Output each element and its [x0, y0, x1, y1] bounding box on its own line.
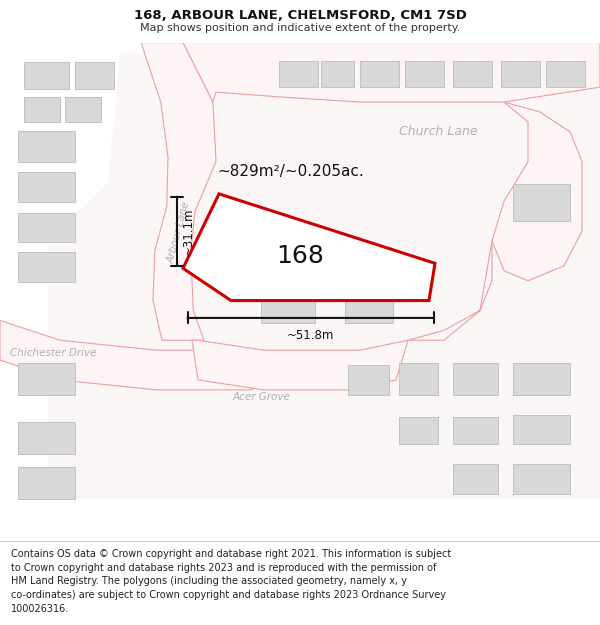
Polygon shape [408, 241, 492, 340]
Bar [261, 232, 302, 258]
Bar [405, 61, 444, 87]
Text: Arbour Lane: Arbour Lane [166, 200, 192, 264]
Bar [24, 62, 69, 89]
Text: 168, ARBOUR LANE, CHELMSFORD, CM1 7SD: 168, ARBOUR LANE, CHELMSFORD, CM1 7SD [134, 9, 466, 22]
Text: ~31.1m: ~31.1m [182, 208, 195, 255]
Bar [18, 422, 75, 454]
Polygon shape [48, 52, 600, 499]
Bar [453, 362, 498, 395]
Text: Church Lane: Church Lane [398, 126, 478, 138]
Bar [453, 61, 492, 87]
Text: Map shows position and indicative extent of the property.: Map shows position and indicative extent… [140, 23, 460, 33]
Bar [399, 362, 438, 395]
Bar [279, 61, 318, 87]
Bar [75, 62, 114, 89]
Bar [513, 184, 570, 221]
Text: Acer Grove: Acer Grove [232, 392, 290, 402]
Polygon shape [141, 42, 216, 340]
Polygon shape [0, 321, 264, 390]
Bar [546, 61, 585, 87]
Bar [513, 362, 570, 395]
Bar [501, 61, 540, 87]
Bar [513, 464, 570, 494]
Bar [18, 467, 75, 499]
Bar [513, 415, 570, 444]
Text: Chichester Drive: Chichester Drive [10, 348, 96, 358]
Bar [18, 171, 75, 202]
Bar [348, 365, 389, 395]
Bar [18, 213, 75, 242]
Bar [261, 299, 315, 323]
Bar [360, 61, 399, 87]
Bar [24, 97, 60, 122]
Polygon shape [141, 42, 600, 102]
Bar [453, 464, 498, 494]
Text: ~51.8m: ~51.8m [287, 329, 334, 342]
Polygon shape [492, 102, 582, 281]
Bar [18, 252, 75, 282]
Text: Contains OS data © Crown copyright and database right 2021. This information is : Contains OS data © Crown copyright and d… [11, 549, 451, 614]
Bar [18, 362, 75, 395]
Text: 168: 168 [276, 244, 324, 268]
Bar [345, 299, 393, 323]
Polygon shape [192, 340, 408, 390]
Text: ~829m²/~0.205ac.: ~829m²/~0.205ac. [218, 164, 364, 179]
Bar [321, 61, 354, 87]
Bar [399, 417, 438, 444]
Bar [18, 131, 75, 162]
Polygon shape [183, 194, 435, 301]
Bar [453, 417, 498, 444]
Bar [65, 97, 101, 122]
